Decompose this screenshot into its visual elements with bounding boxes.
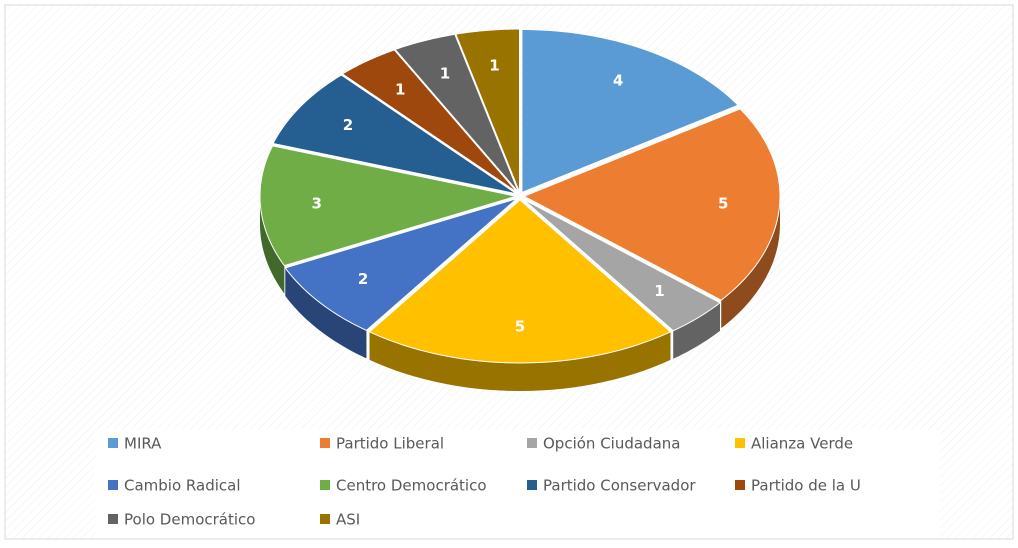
slice xyxy=(455,28,520,193)
slice-side xyxy=(721,196,780,329)
slice xyxy=(284,198,518,332)
pie: 4 5 1 5 2 3 2 1 1 1 xyxy=(259,28,781,391)
slice xyxy=(522,198,721,332)
slice xyxy=(272,74,517,195)
legend-label: Partido Liberal xyxy=(336,435,444,453)
legend-swatch xyxy=(735,480,745,490)
data-label: 2 xyxy=(343,116,353,134)
legend-swatch xyxy=(108,480,118,490)
legend-swatch xyxy=(527,438,537,448)
slice-side xyxy=(260,196,285,294)
legend-swatch xyxy=(320,514,330,524)
data-label: 5 xyxy=(515,318,525,336)
legend-label: Opción Ciudadana xyxy=(543,435,680,453)
legend-swatch xyxy=(735,438,745,448)
data-label: 1 xyxy=(489,56,499,74)
legend: MIRA Partido Liberal Opción Ciudadana Alian… xyxy=(108,435,861,529)
legend-label: Partido de la U xyxy=(751,477,861,495)
legend-box xyxy=(95,430,940,538)
legend-label: Polo Democrático xyxy=(124,511,255,529)
slice xyxy=(341,49,519,194)
legend-swatch xyxy=(527,480,537,490)
slice-side xyxy=(369,331,671,391)
legend-label: Alianza Verde xyxy=(751,435,853,453)
data-label: 3 xyxy=(312,195,322,213)
legend-swatch xyxy=(320,480,330,490)
data-label: 4 xyxy=(613,72,623,90)
legend-swatch xyxy=(108,514,118,524)
legend-label: Centro Democrático xyxy=(336,477,487,495)
slice xyxy=(259,145,517,267)
data-label: 2 xyxy=(358,270,368,288)
legend-label: Partido Conservador xyxy=(543,477,696,495)
data-label: 1 xyxy=(440,65,450,83)
slice xyxy=(522,108,781,301)
slice xyxy=(368,199,672,364)
slice xyxy=(394,33,519,193)
data-label: 5 xyxy=(718,195,728,213)
data-label: 1 xyxy=(654,282,664,300)
slice-side xyxy=(673,302,720,359)
legend-swatch xyxy=(320,438,330,448)
legend-label: MIRA xyxy=(124,435,162,453)
legend-label: ASI xyxy=(336,511,360,529)
slice xyxy=(521,28,739,194)
legend-swatch xyxy=(108,438,118,448)
legend-label: Cambio Radical xyxy=(124,477,241,495)
data-label: 1 xyxy=(395,80,405,98)
